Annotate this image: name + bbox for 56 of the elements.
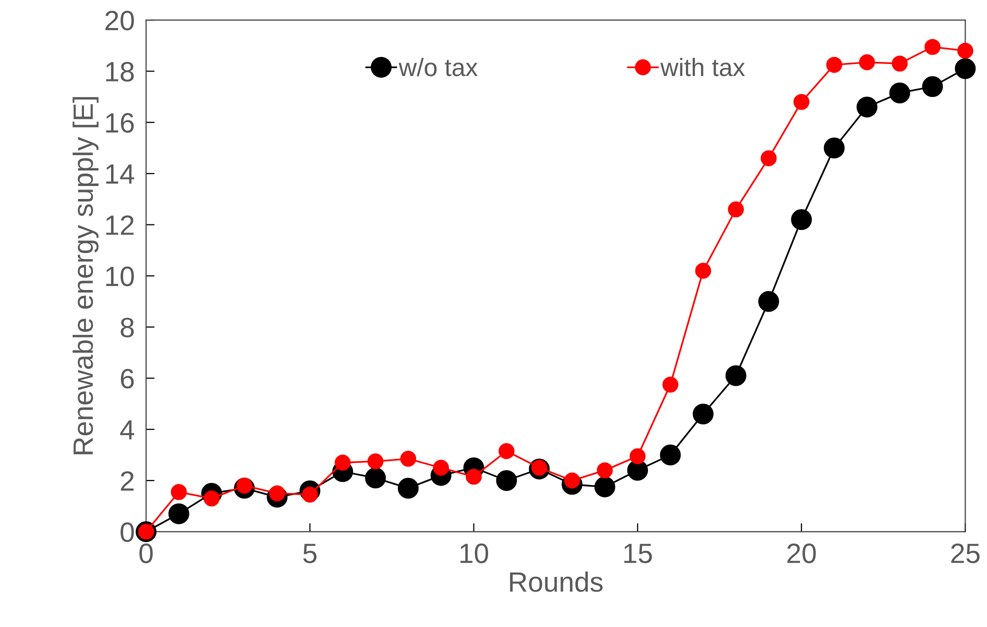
point <box>596 462 613 478</box>
y-tick-label: 4 <box>120 420 134 440</box>
point <box>791 209 812 230</box>
y-tick-label: 14 <box>106 164 134 184</box>
point <box>758 291 780 312</box>
point <box>498 443 515 460</box>
point <box>400 450 416 467</box>
point <box>760 150 777 166</box>
point <box>630 448 646 464</box>
point <box>627 460 648 481</box>
point <box>892 56 908 72</box>
y-tick-label: 8 <box>120 318 134 338</box>
point <box>662 376 678 393</box>
point <box>170 484 187 500</box>
point <box>433 460 449 476</box>
point <box>168 503 190 524</box>
x-axis-title: Rounds <box>510 571 603 592</box>
point <box>725 365 746 386</box>
point <box>334 454 351 471</box>
point <box>856 96 878 118</box>
point <box>367 453 384 470</box>
legend-label: w/o tax <box>398 58 478 76</box>
y-tick-label: 2 <box>120 471 134 491</box>
point <box>957 42 974 59</box>
x-tick-label: 0 <box>139 544 153 564</box>
point <box>824 138 845 158</box>
y-tick-label: 10 <box>106 266 134 286</box>
point <box>954 58 976 80</box>
point <box>924 38 941 55</box>
point <box>728 201 744 218</box>
legend-label: with tax <box>660 58 745 76</box>
y-axis-title: Renewable energy supply [E] <box>72 97 99 454</box>
point <box>496 470 517 491</box>
point <box>695 262 712 279</box>
x-tick-label: 20 <box>787 544 816 564</box>
x-tick-label: 25 <box>951 544 980 564</box>
point <box>889 82 910 104</box>
point <box>365 468 386 488</box>
point <box>594 476 616 498</box>
y-tick-label: 12 <box>106 215 134 235</box>
point <box>466 468 482 485</box>
y-tick-label: 20 <box>105 10 134 30</box>
y-tick-label: 18 <box>106 62 134 82</box>
point <box>398 478 419 499</box>
y-tick-label: 16 <box>106 113 134 133</box>
point <box>858 54 875 70</box>
y-tick-label: 6 <box>120 368 134 389</box>
x-tick-label: 10 <box>460 544 488 564</box>
point <box>826 56 842 73</box>
point <box>692 404 714 424</box>
point <box>793 94 810 110</box>
point <box>660 444 681 466</box>
point <box>922 76 943 97</box>
x-tick-label: 15 <box>624 544 652 564</box>
y-tick-label: 0 <box>120 522 134 542</box>
x-tick-label: 5 <box>303 544 316 564</box>
